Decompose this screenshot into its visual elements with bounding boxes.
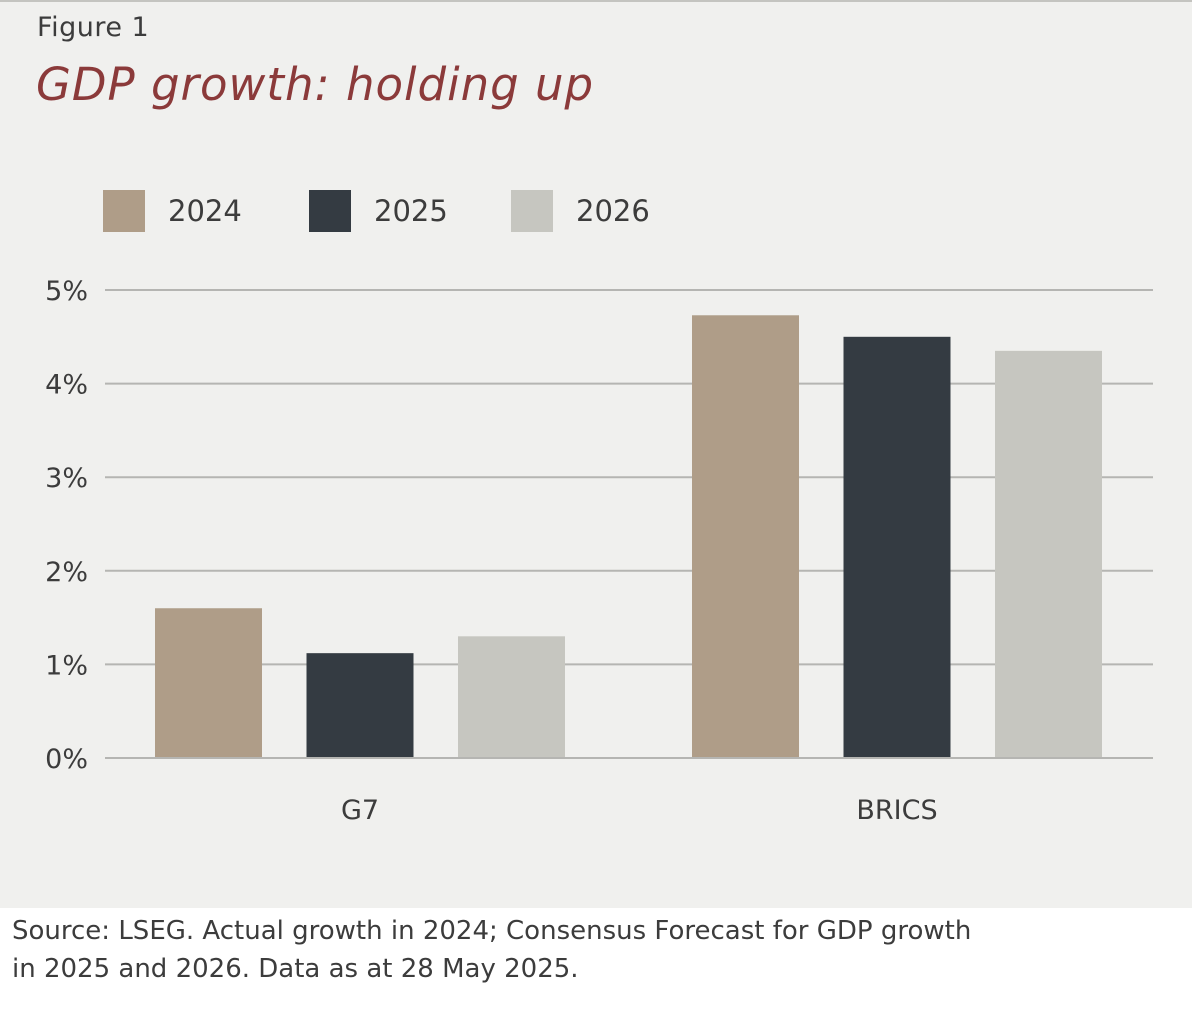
y-tick-label: 1% xyxy=(45,650,88,681)
legend-label-2024: 2024 xyxy=(168,194,242,228)
bars xyxy=(105,315,1153,759)
chart-panel: Figure 1 GDP growth: holding up 2024 2025… xyxy=(0,0,1192,908)
bar-brics-2024 xyxy=(692,315,799,758)
bar-brics-2025 xyxy=(843,336,951,758)
y-tick-label: 3% xyxy=(45,463,88,494)
x-category-label: G7 xyxy=(341,795,379,826)
bar-chart: 2024 2025 2026 0% 1% 2% 3% 4% 5% G7 BRICS xyxy=(45,190,1153,826)
y-tick-label: 4% xyxy=(45,370,88,401)
x-category-label: BRICS xyxy=(856,795,937,826)
legend: 2024 2025 2026 xyxy=(103,190,650,232)
chart-title: GDP growth: holding up xyxy=(36,58,595,111)
y-tick-label: 0% xyxy=(45,744,88,775)
legend-swatch-2024 xyxy=(103,190,145,232)
y-axis-tick-labels: 0% 1% 2% 3% 4% 5% xyxy=(45,276,88,775)
legend-label-2026: 2026 xyxy=(576,194,650,228)
bar-g7-2026 xyxy=(458,636,565,758)
bar-g7-2025 xyxy=(306,653,414,758)
legend-label-2025: 2025 xyxy=(374,194,448,228)
x-axis-category-labels: G7 BRICS xyxy=(341,795,938,826)
y-tick-label: 5% xyxy=(45,276,88,307)
source-note: Source: LSEG. Actual growth in 2024; Con… xyxy=(12,912,992,988)
bar-brics-2026 xyxy=(995,350,1102,758)
legend-swatch-2025 xyxy=(309,190,351,232)
legend-swatch-2026 xyxy=(511,190,553,232)
source-line-2: in 2025 and 2026. Data as at 28 May 2025… xyxy=(12,954,579,984)
bar-g7-2024 xyxy=(155,608,262,758)
figure-label: Figure 1 xyxy=(37,12,150,43)
y-tick-label: 2% xyxy=(45,557,88,588)
source-line-1: Source: LSEG. Actual growth in 2024; Con… xyxy=(12,916,972,946)
